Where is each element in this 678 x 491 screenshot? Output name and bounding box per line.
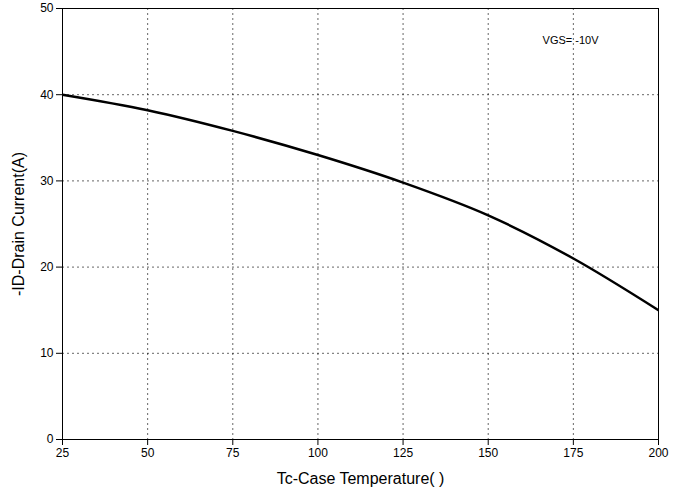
svg-text:10: 10 bbox=[40, 346, 54, 360]
svg-text:-ID-Drain Current(A): -ID-Drain Current(A) bbox=[10, 152, 27, 296]
svg-text:25: 25 bbox=[56, 446, 70, 460]
svg-text:0: 0 bbox=[47, 432, 54, 446]
svg-text:150: 150 bbox=[478, 446, 498, 460]
svg-text:175: 175 bbox=[563, 446, 583, 460]
svg-text:40: 40 bbox=[40, 88, 54, 102]
svg-text:20: 20 bbox=[40, 260, 54, 274]
svg-text:75: 75 bbox=[226, 446, 240, 460]
svg-text:125: 125 bbox=[393, 446, 413, 460]
svg-text:100: 100 bbox=[308, 446, 328, 460]
svg-text:200: 200 bbox=[648, 446, 668, 460]
svg-text:50: 50 bbox=[40, 1, 54, 15]
svg-text:Tc-Case Temperature( ): Tc-Case Temperature( ) bbox=[277, 470, 445, 487]
svg-text:30: 30 bbox=[40, 174, 54, 188]
svg-text:VGS= -10V: VGS= -10V bbox=[543, 34, 600, 46]
svg-text:50: 50 bbox=[141, 446, 155, 460]
